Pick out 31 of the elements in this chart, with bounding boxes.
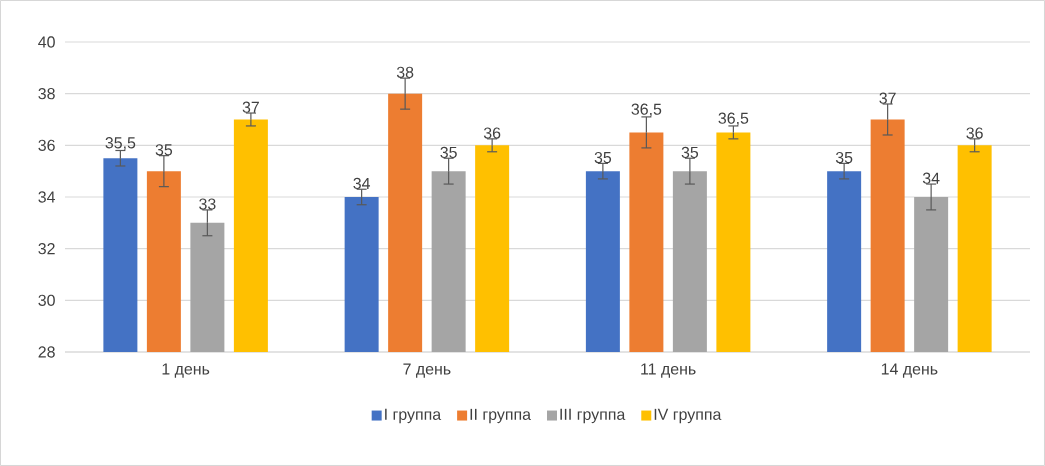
x-tick-label: 11 день — [641, 363, 696, 378]
legend-label: II группа — [470, 408, 532, 424]
data-label: 38 — [396, 66, 414, 78]
legend-label: I группа — [385, 408, 442, 424]
data-label: 35 — [594, 151, 612, 164]
data-label: 34 — [353, 177, 371, 190]
data-label: 35,5 — [105, 137, 136, 151]
data-label: 33 — [199, 198, 216, 210]
data-label: 37 — [242, 101, 259, 113]
data-label: 37 — [879, 92, 896, 104]
data-label: 36 — [966, 127, 983, 139]
y-tick-label: 40 — [38, 36, 55, 48]
x-tick-label: 7 день — [403, 363, 451, 378]
y-tick-label: 34 — [38, 191, 56, 203]
data-label: 35 — [835, 151, 853, 164]
y-tick-label: 28 — [38, 346, 55, 358]
data-label: 35 — [681, 146, 699, 159]
legend-label: IV группа — [654, 408, 722, 424]
y-tick-label: 36 — [38, 139, 55, 151]
data-label: 36,5 — [631, 103, 662, 117]
data-label: 36 — [483, 127, 501, 139]
data-label: 35 — [440, 146, 457, 159]
data-label: 34 — [922, 172, 940, 184]
data-label: 35 — [155, 144, 173, 156]
y-tick-label: 38 — [38, 88, 55, 100]
x-tick-label: 1 день — [162, 363, 210, 378]
data-label: 36,5 — [718, 112, 749, 126]
x-tick-label: 14 день — [881, 363, 938, 378]
y-tick-label: 30 — [38, 294, 55, 306]
legend-label: III группа — [560, 408, 626, 424]
y-tick-label: 32 — [38, 243, 55, 255]
